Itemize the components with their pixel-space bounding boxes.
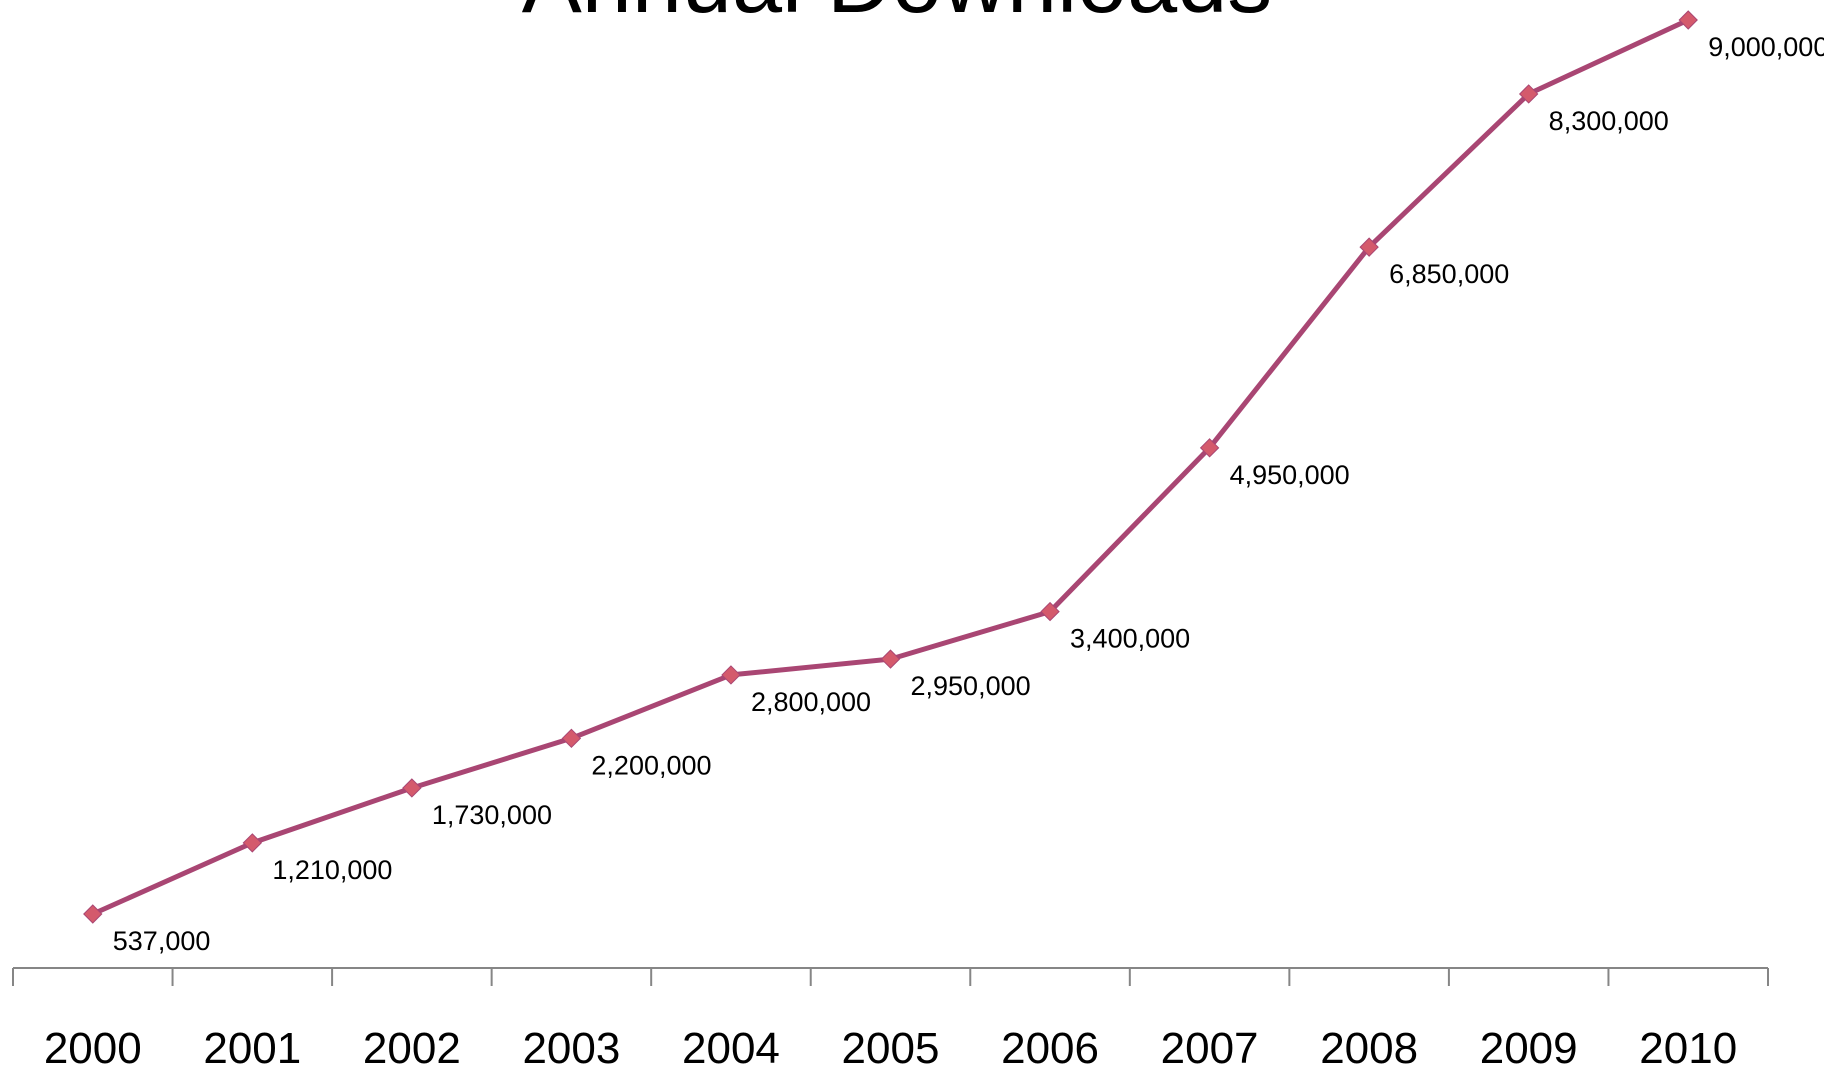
x-tick-label: 2000 [44,1024,142,1069]
marker-layer [83,10,1698,924]
data-point-marker [1040,601,1060,622]
data-label: 3,400,000 [1070,624,1190,654]
data-label: 1,210,000 [272,855,392,885]
data-point-marker [1678,10,1698,30]
chart-title: Annual Downloads [522,0,1273,32]
data-point-marker [242,833,263,853]
x-tick-label: 2007 [1161,1024,1259,1069]
x-tick-label: 2009 [1480,1024,1578,1069]
x-tick-label: 2008 [1320,1024,1418,1069]
data-label: 1,730,000 [432,800,552,830]
series-line [91,17,1690,917]
x-tick-label: 2001 [203,1024,301,1069]
x-tick-label: 2003 [522,1024,620,1069]
data-label: 9,000,000 [1708,32,1824,62]
series-layer [91,17,1690,917]
x-axis [12,967,1769,986]
data-point-marker [83,904,103,924]
data-label: 6,850,000 [1389,259,1509,289]
data-label: 2,800,000 [751,687,871,717]
data-point-marker [721,665,741,685]
data-label: 2,950,000 [911,671,1031,701]
data-point-marker [880,649,901,669]
x-tick-label: 2010 [1639,1024,1737,1069]
data-point-marker [1518,84,1539,104]
data-label: 4,950,000 [1230,460,1350,490]
data-point-marker [402,778,422,798]
data-label: 537,000 [113,926,211,956]
data-label: 8,300,000 [1549,106,1669,136]
x-tick-label: 2002 [363,1024,461,1069]
x-tick-label-layer: 2000 2001 2002 2003 2004 2005 2006 2007 2008 2009… [44,1024,1737,1069]
data-label: 2,200,000 [591,750,711,780]
data-point-marker [1199,438,1220,458]
data-point-marker [561,728,582,749]
x-tick-label: 2006 [1001,1024,1099,1069]
x-tick-label: 2005 [842,1024,940,1069]
data-label-layer: 537,000 1,210,000 1,730,000 2,200,000 2,800,… [113,32,1824,956]
x-tick-label: 2004 [682,1024,780,1069]
data-point-marker [1359,237,1379,257]
